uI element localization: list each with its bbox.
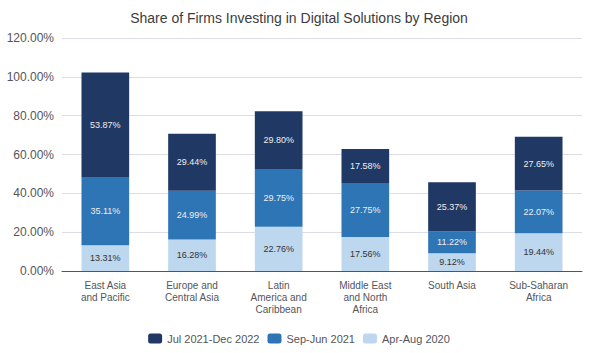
- svg-text:East Asia: East Asia: [84, 280, 126, 291]
- svg-text:40.00%: 40.00%: [13, 186, 54, 200]
- svg-text:22.76%: 22.76%: [263, 244, 294, 254]
- svg-text:27.65%: 27.65%: [523, 159, 554, 169]
- svg-text:19.44%: 19.44%: [523, 247, 554, 257]
- svg-text:Africa: Africa: [526, 292, 552, 303]
- svg-text:Latin: Latin: [268, 280, 290, 291]
- svg-text:60.00%: 60.00%: [13, 148, 54, 162]
- svg-text:0.00%: 0.00%: [20, 264, 54, 278]
- svg-text:Caribbean: Caribbean: [256, 304, 302, 315]
- svg-text:and Pacific: and Pacific: [81, 292, 130, 303]
- svg-text:Europe and: Europe and: [166, 280, 218, 291]
- svg-text:13.31%: 13.31%: [90, 253, 121, 263]
- svg-text:Central Asia: Central Asia: [165, 292, 219, 303]
- svg-text:Africa: Africa: [353, 304, 379, 315]
- svg-text:and North: and North: [343, 292, 387, 303]
- svg-text:29.44%: 29.44%: [177, 157, 208, 167]
- svg-text:120.00%: 120.00%: [7, 31, 55, 45]
- svg-text:9.12%: 9.12%: [439, 257, 465, 267]
- svg-text:29.75%: 29.75%: [263, 193, 294, 203]
- svg-text:17.58%: 17.58%: [350, 161, 381, 171]
- svg-text:America and: America and: [251, 292, 307, 303]
- svg-text:35.11%: 35.11%: [90, 206, 120, 216]
- svg-text:24.99%: 24.99%: [177, 210, 208, 220]
- svg-text:Middle East: Middle East: [339, 280, 391, 291]
- svg-text:17.56%: 17.56%: [350, 249, 381, 259]
- svg-text:16.28%: 16.28%: [177, 250, 208, 260]
- svg-text:11.22%: 11.22%: [437, 237, 467, 247]
- svg-text:Sep-Jun 2021: Sep-Jun 2021: [286, 333, 355, 345]
- svg-text:Apr-Aug 2020: Apr-Aug 2020: [382, 333, 450, 345]
- svg-text:27.75%: 27.75%: [350, 205, 381, 215]
- svg-text:20.00%: 20.00%: [13, 225, 54, 239]
- svg-text:South Asia: South Asia: [428, 280, 476, 291]
- svg-text:Sub-Saharan: Sub-Saharan: [509, 280, 568, 291]
- svg-text:100.00%: 100.00%: [7, 70, 55, 84]
- svg-text:25.37%: 25.37%: [437, 202, 468, 212]
- svg-text:Jul 2021-Dec 2022: Jul 2021-Dec 2022: [167, 333, 259, 345]
- svg-text:29.80%: 29.80%: [263, 135, 294, 145]
- svg-text:22.07%: 22.07%: [523, 207, 554, 217]
- svg-text:80.00%: 80.00%: [13, 109, 54, 123]
- svg-text:53.87%: 53.87%: [90, 120, 121, 130]
- svg-text:Share of Firms Investing in Di: Share of Firms Investing in Digital Solu…: [130, 10, 468, 26]
